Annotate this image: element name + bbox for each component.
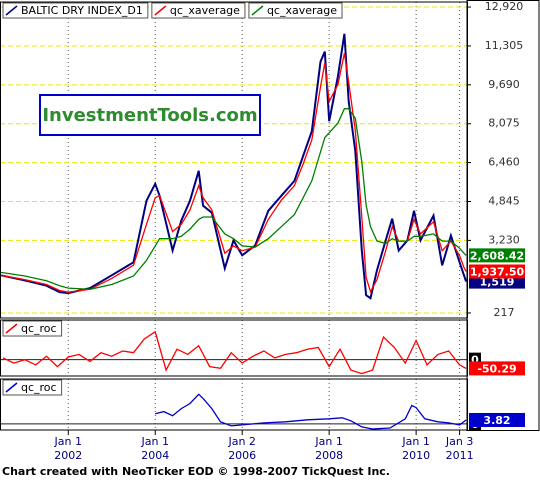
series-line [0,108,467,290]
series-line [155,393,467,430]
x-tick-label: 2004 [141,449,169,462]
y-tick-label: 8,075 [488,117,520,130]
x-tick-label: Jan 1 [401,435,429,448]
x-tick-label: 2008 [315,449,343,462]
last-value-label: 1,519 [480,276,515,289]
legend-box [151,2,246,19]
y-tick-label: 6,460 [488,156,520,169]
x-tick-label: 2006 [228,449,256,462]
y-tick-label: 12,920 [485,0,524,13]
legend-item: qc_xaverage [248,2,343,19]
legend-swatch [5,382,18,393]
x-tick-label: Jan 1 [54,435,82,448]
x-tick-label: Jan 2 [227,435,255,448]
last-value-marker [469,361,525,376]
last-value-label: 2,608.42 [470,249,524,262]
legend-label: qc_roc [21,381,57,394]
last-value-label: 1,937.50 [470,266,525,279]
x-tick-label: Jan 1 [141,435,169,448]
y-tick-label: 217 [494,306,515,319]
legend-label: qc_xaverage [267,4,337,17]
legend-item: qc_xaverage [151,2,246,19]
x-tick-label: Jan 3 [445,435,473,448]
last-value-label: 3.82 [483,414,510,427]
footer: Chart created with NeoTicker EOD © 1998-… [2,465,390,478]
last-value-marker [469,264,525,279]
series-line [2,330,467,375]
y-tick-label: 11,305 [485,39,524,52]
legend-box [2,379,63,396]
y-tick-label: 3,230 [488,233,520,246]
x-tick-label: 2011 [446,449,474,462]
legend-swatch [154,5,167,16]
legend-box [2,2,149,19]
legend-swatch [5,323,18,334]
legend-label: qc_xaverage [170,4,240,17]
legend-item: BALTIC DRY INDEX_D1 [2,2,149,19]
legend-swatch [251,5,264,16]
legend-item: qc_roc [2,320,63,337]
watermark: InvestmentTools.com [42,105,257,126]
legend-label: qc_roc [21,322,57,335]
x-tick-label: Jan 1 [314,435,342,448]
last-value-marker [469,412,525,427]
y-tick-label: 4,845 [488,195,520,208]
legend-box [248,2,343,19]
watermark-box [39,94,261,136]
last-value-label: -50.29 [477,362,516,375]
legend-box [2,320,63,337]
zero-label: 0 [471,354,479,367]
axis-frame [466,0,540,431]
legend-swatch [5,5,18,16]
x-tick-label: 2002 [54,449,82,462]
x-tick-label: 2010 [402,449,430,462]
legend-label: BALTIC DRY INDEX_D1 [21,4,143,17]
y-tick-label: 9,690 [488,78,520,91]
last-value-marker [469,248,525,263]
legend-item: qc_roc [2,379,63,396]
